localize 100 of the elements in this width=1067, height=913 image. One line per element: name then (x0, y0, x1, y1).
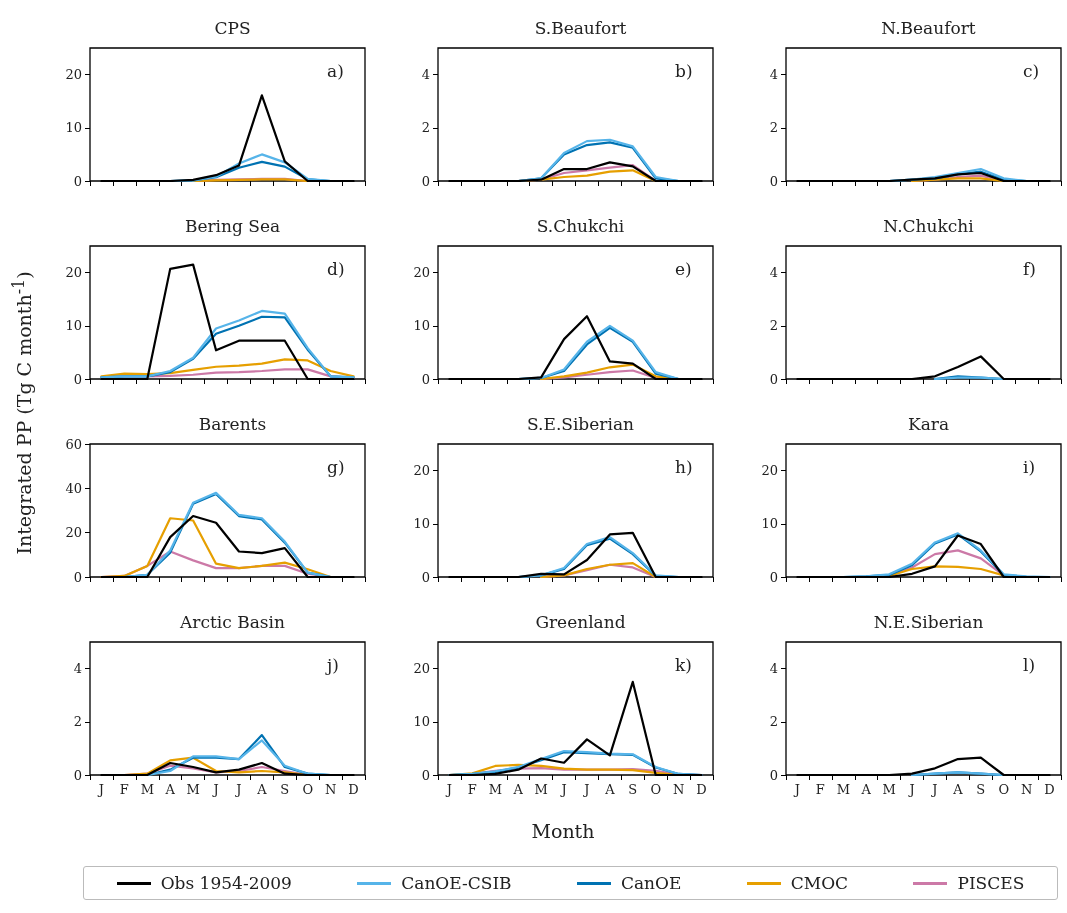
x-tick-label: D (1044, 782, 1055, 797)
y-tick-label: 20 (65, 525, 82, 541)
x-tick-label: J (582, 782, 590, 797)
x-tick-label: J (559, 782, 567, 797)
x-tick-label: J (211, 782, 219, 797)
annotation: f) (1023, 258, 1036, 279)
y-tick-label: 20 (761, 463, 778, 479)
x-tick-label: J (96, 782, 105, 797)
x-tick-label: F (467, 782, 477, 797)
legend-label: CanOE-CSIB (401, 873, 512, 893)
x-tick-label: O (302, 782, 314, 797)
y-tick-label: 0 (421, 767, 430, 783)
y-tick-label: 20 (413, 463, 430, 479)
chart-title: Arctic Basin (179, 611, 285, 632)
annotation: e) (675, 258, 692, 279)
x-tick-label: A (512, 782, 524, 797)
y-tick-label: 2 (769, 714, 778, 730)
y-tick-label: 10 (65, 120, 82, 136)
chart-title: S.Chukchi (536, 215, 625, 236)
y-tick-label: 20 (413, 661, 430, 677)
y-tick-label: 4 (769, 661, 778, 677)
y-tick-label: 2 (73, 714, 82, 730)
y-tick-label: 40 (65, 480, 82, 496)
y-tick-label: 0 (769, 569, 778, 585)
x-tick-label: M (488, 782, 502, 797)
y-tick-label: 0 (769, 767, 778, 783)
y-tick-label: 4 (769, 265, 778, 281)
x-tick-label: S (628, 782, 638, 797)
annotation: h) (675, 456, 693, 477)
legend-label: CMOC (790, 873, 849, 893)
y-tick-label: 10 (413, 318, 430, 334)
chart-title: CPS (214, 17, 251, 38)
y-tick-label: 0 (769, 371, 778, 387)
y-tick-label: 0 (421, 173, 430, 189)
legend-label: Obs 1954-2009 (160, 873, 292, 893)
chart-title: Greenland (535, 611, 626, 632)
y-tick-label: 4 (421, 67, 430, 83)
y-tick-label: 0 (73, 767, 82, 783)
y-tick-label: 10 (65, 318, 82, 334)
chart-title: Barents (198, 413, 267, 434)
y-tick-label: 20 (65, 67, 82, 83)
x-tick-label: A (604, 782, 616, 797)
x-tick-label: M (186, 782, 200, 797)
legend-label: CanOE (620, 873, 682, 893)
x-tick-label: M (534, 782, 548, 797)
x-tick-label: F (815, 782, 825, 797)
x-tick-label: J (792, 782, 801, 797)
x-tick-label: S (976, 782, 986, 797)
x-tick-label: D (696, 782, 707, 797)
y-tick-label: 20 (413, 265, 430, 281)
chart-title: Kara (907, 413, 950, 434)
annotation: g) (327, 456, 345, 477)
x-tick-label: S (280, 782, 290, 797)
y-tick-label: 2 (421, 120, 430, 136)
x-tick-label: J (907, 782, 915, 797)
x-tick-label: J (930, 782, 938, 797)
annotation: d) (327, 258, 345, 279)
chart-title: Bering Sea (184, 215, 281, 236)
annotation: b) (675, 60, 693, 81)
y-tick-label: 2 (769, 318, 778, 334)
x-tick-label: A (860, 782, 872, 797)
x-tick-label: N (1020, 782, 1033, 797)
x-axis-title: Month (531, 820, 595, 842)
y-tick-label: 60 (65, 436, 82, 452)
x-tick-label: A (952, 782, 964, 797)
x-tick-label: F (119, 782, 129, 797)
chart-title: S.Beaufort (534, 17, 627, 38)
annotation: c) (1023, 60, 1040, 81)
chart-title: S.E.Siberian (527, 413, 635, 434)
x-tick-label: M (882, 782, 896, 797)
chart-title: N.Beaufort (881, 17, 976, 38)
y-tick-label: 0 (421, 371, 430, 387)
x-tick-label: M (836, 782, 850, 797)
x-tick-label: N (672, 782, 685, 797)
annotation: k) (675, 654, 692, 675)
y-tick-label: 0 (73, 569, 82, 585)
y-tick-label: 0 (421, 569, 430, 585)
x-tick-label: N (324, 782, 337, 797)
annotation: a) (327, 60, 344, 81)
x-tick-label: A (256, 782, 268, 797)
annotation: l) (1023, 654, 1036, 675)
y-tick-label: 10 (413, 516, 430, 532)
y-tick-label: 20 (65, 265, 82, 281)
y-tick-label: 4 (769, 67, 778, 83)
y-tick-label: 10 (413, 714, 430, 730)
annotation: j) (325, 654, 339, 675)
chart-title: N.Chukchi (883, 215, 975, 236)
x-tick-label: J (444, 782, 453, 797)
legend-label: PISCES (957, 873, 1025, 893)
x-tick-label: J (234, 782, 242, 797)
y-tick-label: 0 (73, 371, 82, 387)
chart-title: N.E.Siberian (873, 611, 984, 632)
y-tick-label: 10 (761, 516, 778, 532)
x-tick-label: D (348, 782, 359, 797)
x-tick-label: O (650, 782, 662, 797)
y-tick-label: 4 (73, 661, 82, 677)
y-tick-label: 2 (769, 120, 778, 136)
annotation: i) (1023, 456, 1036, 477)
y-tick-label: 0 (73, 173, 82, 189)
x-tick-label: O (998, 782, 1010, 797)
